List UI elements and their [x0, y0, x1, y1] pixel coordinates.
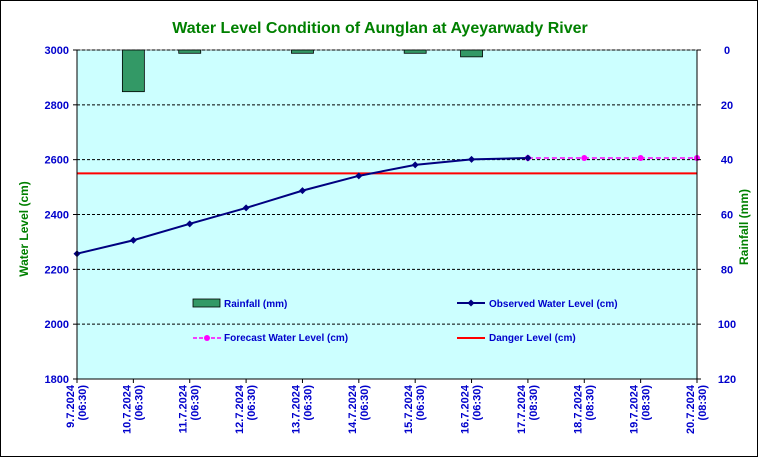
- observed-point: [355, 172, 363, 180]
- right-tick-label: 40: [721, 155, 733, 167]
- observed-point: [129, 236, 137, 244]
- legend-rainfall-swatch: [192, 298, 221, 308]
- observed-point: [242, 204, 250, 212]
- x-tick-date: 10.7.2024: [121, 384, 133, 434]
- forecast-point: [637, 155, 644, 162]
- left-tick-label: 2800: [45, 100, 69, 112]
- x-tick-date: 12.7.2024: [234, 384, 246, 434]
- x-tick-time: (06:30): [359, 385, 371, 421]
- legend-forecast-marker: [204, 335, 210, 341]
- rainfall-bar: [178, 49, 202, 54]
- left-axis-ticks: 1800 2000 2200 2400 2600 2800 3000: [45, 45, 77, 386]
- right-tick-label: 120: [718, 374, 736, 386]
- observed-point: [524, 154, 532, 162]
- x-tick-time: (06:30): [415, 385, 427, 421]
- x-tick-date: 15.7.2024: [403, 384, 415, 434]
- x-tick-date: 9.7.2024: [65, 384, 77, 428]
- x-tick-time: (06:30): [246, 385, 258, 421]
- left-tick-label: 2400: [45, 210, 69, 222]
- rainfall-bars: [121, 49, 483, 93]
- legend-rainfall-label: Rainfall (mm): [224, 299, 287, 310]
- x-tick-label: 14.7.2024 (06:30): [347, 384, 371, 434]
- observed-point: [411, 161, 419, 169]
- chart-title: Water Level Condition of Aunglan at Ayey…: [172, 20, 587, 37]
- right-tick-label: 0: [724, 45, 730, 57]
- x-tick-date: 20.7.2024: [685, 384, 697, 434]
- right-axis-ticks: 0 20 40 60 80 100 120: [697, 45, 736, 386]
- right-tick-label: 20: [721, 100, 733, 112]
- observed-point: [298, 187, 306, 195]
- rainfall-bar: [121, 49, 145, 93]
- observed-point: [186, 220, 194, 228]
- right-axis-label: Rainfall (mm): [737, 189, 751, 265]
- x-tick-time: (06:30): [190, 385, 202, 421]
- x-tick-date: 18.7.2024: [572, 384, 584, 434]
- x-tick-label: 12.7.2024 (06:30): [234, 384, 258, 434]
- rainfall-bar: [460, 49, 483, 58]
- left-tick-label: 1800: [45, 374, 69, 386]
- left-tick-label: 2600: [45, 155, 69, 167]
- legend-forecast-label: Forecast Water Level (cm): [224, 333, 348, 344]
- x-tick-label: 17.7.2024 (08:30): [516, 384, 540, 434]
- x-tick-label: 9.7.2024 (06:30): [65, 384, 89, 428]
- x-tick-time: (08:30): [641, 385, 653, 421]
- legend-observed-marker: [467, 299, 475, 307]
- legend-observed-label: Observed Water Level (cm): [489, 299, 618, 310]
- x-tick-label: 11.7.2024 (06:30): [178, 384, 202, 433]
- x-tick-label: 15.7.2024 (06:30): [403, 384, 427, 434]
- forecast-point: [581, 155, 588, 162]
- series-lines: [73, 154, 700, 258]
- x-tick-label: 13.7.2024 (06:30): [290, 384, 314, 434]
- left-tick-label: 2000: [45, 319, 69, 331]
- x-tick-label: 20.7.2024 (08:30): [685, 384, 709, 434]
- x-tick-date: 14.7.2024: [347, 384, 359, 434]
- x-tick-time: (08:30): [584, 385, 596, 421]
- x-tick-label: 18.7.2024 (08:30): [572, 384, 596, 434]
- right-tick-label: 100: [718, 319, 736, 331]
- x-tick-time: (08:30): [697, 385, 709, 421]
- x-tick-time: (08:30): [528, 385, 540, 421]
- observed-point: [468, 155, 476, 163]
- right-tick-label: 80: [721, 264, 733, 276]
- gridlines: [77, 49, 697, 325]
- rainfall-bar: [291, 49, 314, 54]
- x-tick-time: (06:30): [77, 385, 89, 421]
- x-tick-date: 16.7.2024: [460, 384, 472, 434]
- x-axis-ticks: 9.7.2024 (06:30) 10.7.2024 (06:30) 11.7.2024…: [65, 379, 709, 434]
- rainfall-bar: [403, 49, 427, 54]
- x-tick-date: 19.7.2024: [629, 384, 641, 434]
- x-tick-label: 16.7.2024 (06:30): [460, 384, 484, 434]
- left-tick-label: 3000: [45, 45, 69, 57]
- x-tick-label: 10.7.2024 (06:30): [121, 384, 145, 434]
- x-tick-time: (06:30): [133, 385, 145, 421]
- x-tick-time: (06:30): [472, 385, 484, 421]
- x-tick-date: 13.7.2024: [290, 384, 302, 434]
- legend-danger-label: Danger Level (cm): [489, 333, 576, 344]
- x-tick-time: (06:30): [302, 385, 314, 421]
- x-tick-date: 11.7.2024: [178, 384, 190, 433]
- left-tick-label: 2200: [45, 264, 69, 276]
- legend: Rainfall (mm) Observed Water Level (cm) Fo…: [192, 298, 618, 344]
- left-axis-label: Water Level (cm): [17, 181, 31, 277]
- x-tick-label: 19.7.2024 (08:30): [629, 384, 653, 434]
- x-tick-date: 17.7.2024: [516, 384, 528, 434]
- right-tick-label: 60: [721, 210, 733, 222]
